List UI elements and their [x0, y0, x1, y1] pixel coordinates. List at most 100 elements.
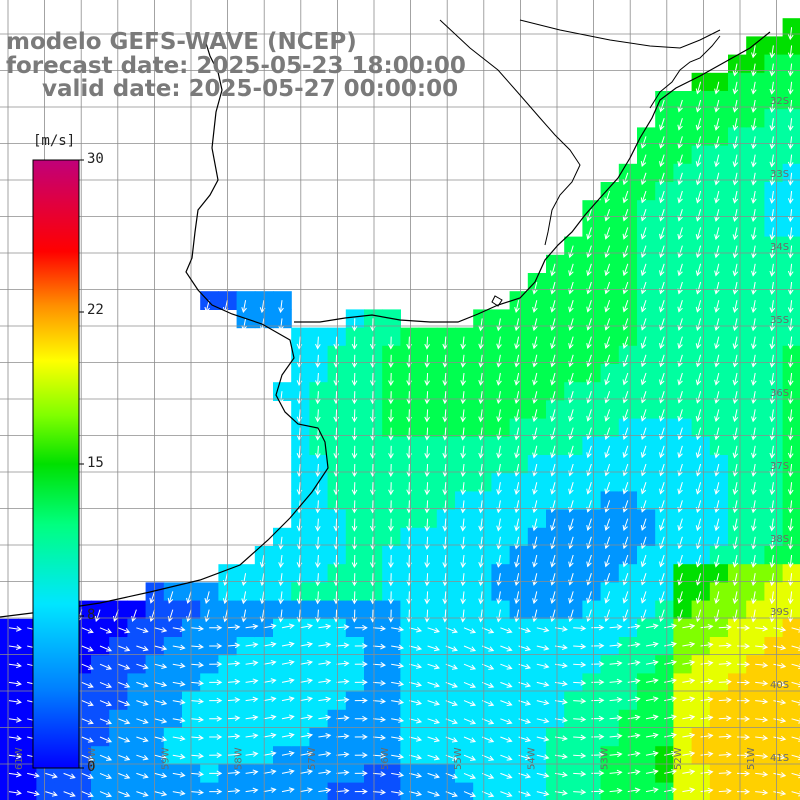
wind-cell [782, 709, 800, 729]
wind-cell [655, 509, 674, 529]
wind-cell [582, 527, 602, 547]
wind-cell [618, 291, 638, 310]
wind-cell [618, 200, 638, 219]
lat-label: 40S [770, 680, 789, 691]
wind-cell [637, 127, 656, 147]
wind-cell [600, 527, 620, 547]
wind-cell [618, 527, 638, 547]
wind-cell [655, 218, 674, 238]
wind-cell [655, 400, 674, 420]
wind-cell [582, 218, 602, 238]
wind-cell [600, 273, 620, 292]
wind-cell [618, 218, 638, 238]
wind-cell [637, 455, 656, 474]
colorbar-tick-label: 0 [87, 759, 96, 775]
wind-cell [637, 400, 656, 420]
wind-cell [582, 291, 602, 310]
wind-cell [600, 200, 620, 219]
wind-cell [582, 364, 602, 383]
wind-cell [618, 309, 638, 329]
wind-cell [782, 764, 800, 784]
wind-cell [582, 564, 602, 583]
wind-cell [655, 345, 674, 365]
wind-cell [637, 182, 656, 201]
wind-cell [600, 546, 620, 565]
colorbar-units: [m/s] [33, 133, 76, 149]
wind-cell [637, 236, 656, 256]
wind-cell [655, 436, 674, 456]
lon-label: 58W [234, 747, 245, 770]
wind-cell [655, 309, 674, 329]
wind-cell [655, 527, 674, 547]
wind-cell [163, 600, 183, 620]
wind-cell [582, 327, 602, 347]
wind-cell [655, 91, 674, 110]
wind-cell [618, 364, 638, 383]
wind-cell [655, 327, 674, 347]
wind-cell [637, 309, 656, 329]
wind-cell [600, 291, 620, 310]
wind-cell [637, 527, 656, 547]
colorbar [32, 159, 84, 769]
wind-cell [655, 473, 674, 492]
wind-cell [618, 382, 638, 401]
wind-cell [91, 600, 110, 620]
wind-cell [655, 600, 674, 620]
wind-cell [582, 345, 602, 365]
wind-cell [782, 691, 800, 711]
wind-cell [637, 273, 656, 292]
wind-cell [782, 637, 800, 656]
wind-cell [655, 109, 674, 128]
wind-cell [637, 546, 656, 565]
wind-cell [655, 564, 674, 583]
colorbar-tick-label: 8 [87, 607, 96, 623]
wind-cell [145, 582, 165, 602]
wind-cell [782, 782, 800, 800]
wind-cell [655, 546, 674, 565]
wind-cell [600, 509, 620, 529]
wind-cell [618, 182, 638, 201]
wind-cell [600, 418, 620, 438]
colorbar-tick-label: 15 [87, 455, 104, 471]
wind-cell [655, 254, 674, 274]
wind-cell [600, 254, 620, 274]
wind-cell [582, 236, 602, 256]
lat-label: 34S [770, 242, 789, 253]
wind-cell [655, 273, 674, 292]
wind-cell [600, 600, 620, 620]
wind-cell [655, 455, 674, 474]
wind-cell [582, 473, 602, 492]
lat-label: 39S [770, 607, 789, 618]
wind-cell [600, 400, 620, 420]
wind-cell [582, 509, 602, 529]
wind-cell [637, 509, 656, 529]
wind-cell [582, 418, 602, 438]
wind-cell [618, 491, 638, 511]
wind-cell [655, 418, 674, 438]
wind-cell [582, 254, 602, 274]
wind-cell [582, 382, 602, 401]
wind-cell [600, 491, 620, 511]
wind-cell [618, 273, 638, 292]
wind-cell [637, 582, 656, 602]
wind-cell [109, 600, 128, 620]
wind-cell [600, 309, 620, 329]
lon-label: 52W [673, 747, 684, 770]
title-model: modelo GEFS-WAVE (NCEP) [6, 29, 357, 55]
lat-label: 36S [770, 388, 789, 399]
wind-cell [600, 582, 620, 602]
wind-cell [618, 327, 638, 347]
lon-label: 61W [14, 747, 25, 770]
wind-cell [145, 600, 165, 620]
wind-cell [655, 163, 674, 183]
wind-cell [637, 436, 656, 456]
wind-cell [637, 145, 656, 165]
lat-label: 32S [770, 96, 789, 107]
colorbar-tick-label: 30 [87, 151, 104, 167]
wind-cell [600, 236, 620, 256]
wind-cell [600, 455, 620, 474]
lat-label: 37S [770, 461, 789, 472]
wind-cell [618, 345, 638, 365]
